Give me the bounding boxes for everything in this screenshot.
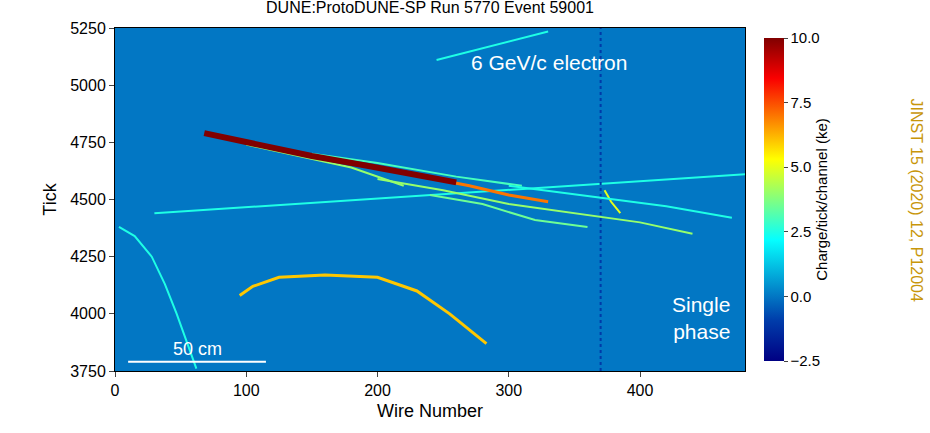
svg-text:5000: 5000 <box>70 77 106 94</box>
svg-text:400: 400 <box>627 382 654 399</box>
svg-text:2.5: 2.5 <box>791 223 812 240</box>
svg-text:−2.5: −2.5 <box>791 352 821 369</box>
svg-text:4250: 4250 <box>70 248 106 265</box>
svg-text:0: 0 <box>111 382 120 399</box>
svg-text:5250: 5250 <box>70 20 106 37</box>
svg-text:4750: 4750 <box>70 134 106 151</box>
svg-text:JINST 15 (2020) 12, P12004: JINST 15 (2020) 12, P12004 <box>908 99 925 302</box>
svg-text:Tick: Tick <box>40 182 60 215</box>
svg-text:Charge/tick/channel (ke): Charge/tick/channel (ke) <box>813 118 830 281</box>
svg-text:4500: 4500 <box>70 191 106 208</box>
svg-text:7.5: 7.5 <box>791 94 812 111</box>
svg-text:DUNE:ProtoDUNE-SP Run 5770 Eve: DUNE:ProtoDUNE-SP Run 5770 Event 59001 <box>266 0 594 16</box>
svg-text:5.0: 5.0 <box>791 158 812 175</box>
svg-text:300: 300 <box>495 382 522 399</box>
svg-text:200: 200 <box>364 382 391 399</box>
svg-text:4000: 4000 <box>70 305 106 322</box>
svg-text:Wire Number: Wire Number <box>377 401 483 421</box>
svg-text:50 cm: 50 cm <box>173 339 222 359</box>
svg-text:3750: 3750 <box>70 363 106 380</box>
svg-text:6 GeV/c electron: 6 GeV/c electron <box>471 51 627 74</box>
svg-text:100: 100 <box>233 382 260 399</box>
svg-text:0.0: 0.0 <box>791 288 812 305</box>
svg-text:Singlephase: Singlephase <box>672 293 730 343</box>
svg-text:10.0: 10.0 <box>791 29 820 46</box>
